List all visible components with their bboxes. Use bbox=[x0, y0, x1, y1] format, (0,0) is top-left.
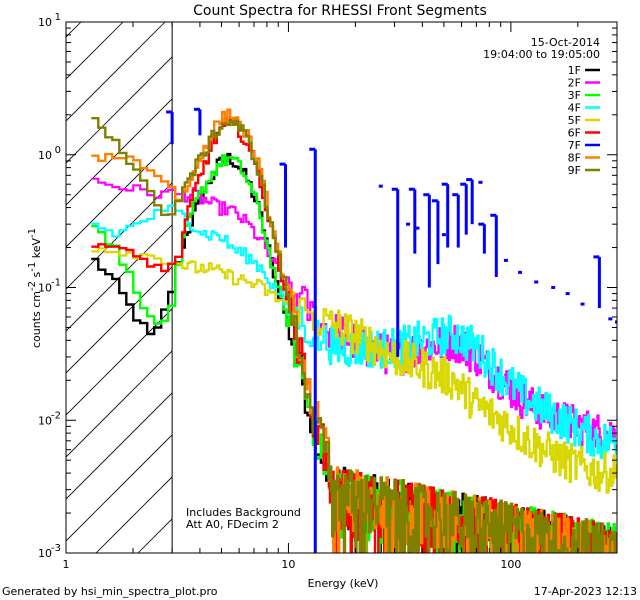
legend-label-2F: 2F bbox=[568, 77, 581, 90]
hatch-line bbox=[66, 434, 173, 542]
hatch-line bbox=[66, 22, 166, 122]
annotation-attenuator: Att A0, FDecim 2 bbox=[186, 518, 279, 531]
y-tick-exponent: 0 bbox=[55, 145, 61, 156]
y-tick-label: 10 bbox=[38, 547, 52, 560]
y-label-exp1: -2 bbox=[27, 281, 38, 291]
y-label-s: s bbox=[30, 271, 43, 280]
hatch-line bbox=[66, 98, 173, 206]
y-label-exp3: -1 bbox=[27, 228, 38, 238]
y-tick-exponent: -2 bbox=[51, 410, 61, 421]
footer-generator: Generated by hsi_min_spectra_plot.pro bbox=[2, 585, 218, 598]
hatch-line bbox=[66, 56, 173, 164]
annotation-background: Includes Background bbox=[186, 506, 301, 519]
series-9F bbox=[91, 117, 617, 553]
x-tick-label: 100 bbox=[500, 558, 521, 571]
hatch-line bbox=[66, 392, 173, 500]
y-tick-label: 10 bbox=[38, 149, 52, 162]
y-tick-label: 10 bbox=[38, 414, 52, 427]
y-label-kev: keV bbox=[30, 238, 43, 262]
x-tick-label: 10 bbox=[281, 558, 295, 571]
y-label-main: counts cm bbox=[30, 291, 43, 348]
legend-label-7F: 7F bbox=[568, 139, 581, 152]
footer-timestamp: 17-Apr-2023 12:13 bbox=[534, 585, 637, 598]
legend-label-1F: 1F bbox=[568, 64, 581, 77]
series-group bbox=[91, 107, 617, 553]
hatch-line bbox=[66, 224, 173, 332]
legend-label-9F: 9F bbox=[568, 164, 581, 177]
y-tick-label: 10 bbox=[38, 282, 52, 295]
x-axis-label: Energy (keV) bbox=[308, 577, 379, 590]
x-tick-label: 1 bbox=[63, 558, 70, 571]
y-tick-exponent: -1 bbox=[51, 278, 61, 289]
y-axis-label: counts cm-2 s-1 keV-1 bbox=[27, 228, 43, 348]
legend-label-5F: 5F bbox=[568, 114, 581, 127]
legend-label-6F: 6F bbox=[568, 127, 581, 140]
legend-label-3F: 3F bbox=[568, 89, 581, 102]
y-tick-label: 10 bbox=[38, 16, 52, 29]
y-tick-exponent: -3 bbox=[51, 543, 61, 554]
legend-label-8F: 8F bbox=[568, 152, 581, 165]
legend-label-4F: 4F bbox=[568, 102, 581, 115]
time-range-label: 19:04:00 to 19:05:00 bbox=[483, 48, 600, 61]
chart-title: Count Spectra for RHESSI Front Segments bbox=[193, 3, 487, 19]
y-tick-exponent: 1 bbox=[55, 12, 61, 23]
date-label: 15-Oct-2014 bbox=[531, 36, 600, 49]
hatch-line bbox=[66, 266, 173, 374]
plot-area bbox=[66, 22, 617, 553]
y-label-exp2: -1 bbox=[27, 262, 38, 272]
